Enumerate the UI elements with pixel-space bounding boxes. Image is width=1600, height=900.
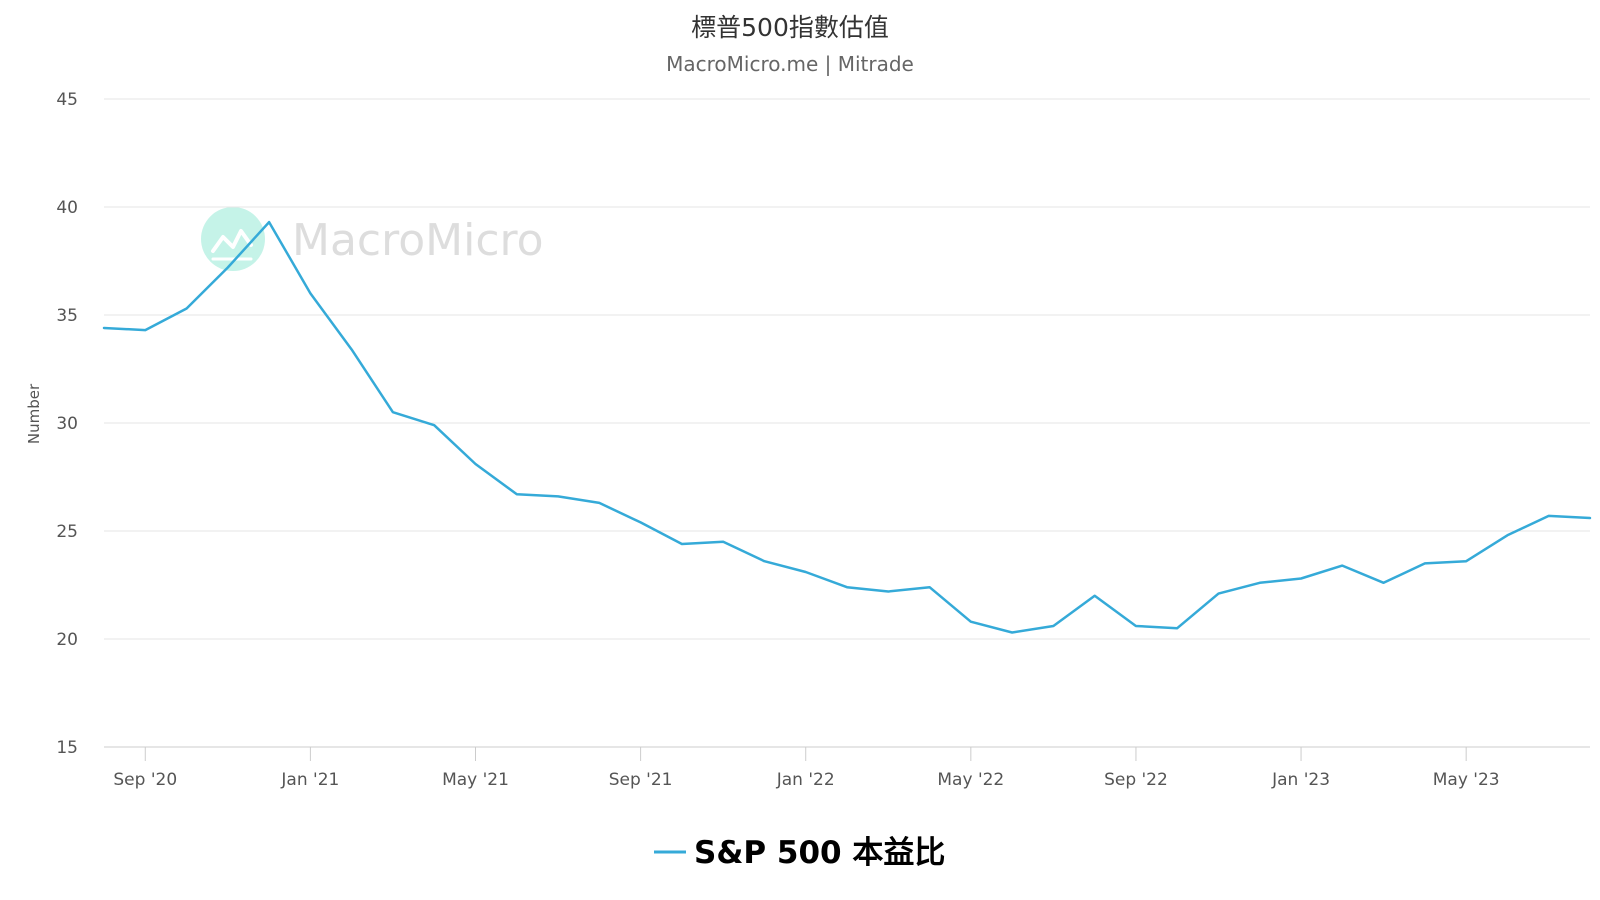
data-point[interactable] [307,290,313,296]
data-point[interactable] [1339,563,1345,569]
data-point[interactable] [1050,623,1056,629]
data-point[interactable] [1133,623,1139,629]
data-point[interactable] [184,306,190,312]
x-tick-label: Sep '20 [113,770,177,790]
data-point[interactable] [1422,560,1428,566]
data-point[interactable] [1174,625,1180,631]
data-point[interactable] [1587,515,1593,521]
x-tick-label: Sep '22 [1104,770,1168,790]
series-line-sp500-pe [102,220,1592,634]
legend-label: S&P 500 本益比 [694,835,945,871]
data-point[interactable] [1504,532,1510,538]
data-point[interactable] [101,325,107,331]
data-point[interactable] [555,493,561,499]
data-point[interactable] [1257,580,1263,586]
chart-subtitle: MacroMicro.me | Mitrade [666,52,914,76]
data-point[interactable] [844,584,850,590]
data-point[interactable] [349,347,355,353]
x-tick-label: May '23 [1433,770,1500,790]
data-point[interactable] [142,327,148,333]
x-tick-label: May '22 [937,770,1004,790]
watermark-text: MacroMicro [292,215,544,266]
data-point[interactable] [514,491,520,497]
data-point[interactable] [679,541,685,547]
data-point[interactable] [1298,576,1304,582]
series-layer [102,220,1592,634]
data-point[interactable] [1092,593,1098,599]
data-point[interactable] [927,584,933,590]
data-point[interactable] [968,619,974,625]
x-tick-label: Jan '21 [280,770,339,790]
data-point[interactable] [638,519,644,525]
data-point[interactable] [266,219,272,225]
x-tick-label: Jan '22 [776,770,835,790]
data-point[interactable] [720,539,726,545]
legend[interactable]: S&P 500 本益比 [654,835,945,871]
data-point[interactable] [473,461,479,467]
data-point[interactable] [803,569,809,575]
watermark: MacroMicro [201,207,544,271]
x-axis: Sep '20 Jan '21 May '21 Sep '21 Jan '22 May '… [104,746,1590,790]
data-point[interactable] [596,500,602,506]
data-point[interactable] [431,422,437,428]
data-point[interactable] [1546,513,1552,519]
macromicro-logo-icon [201,207,265,271]
data-point[interactable] [390,409,396,415]
data-point[interactable] [885,589,891,595]
points-layer [101,219,1593,635]
y-tick-label: 15 [56,738,78,758]
data-point[interactable] [1463,558,1469,564]
y-tick-label: 45 [56,90,78,110]
chart-title: 標普500指數估值 [691,13,889,42]
grid [104,98,1590,640]
data-point[interactable] [1009,630,1015,636]
data-point[interactable] [1216,591,1222,597]
y-tick-label: 20 [56,630,78,650]
y-axis-ticks: 15 20 25 30 35 40 45 [56,90,78,758]
x-tick-label: May '21 [442,770,509,790]
x-tick-label: Jan '23 [1271,770,1330,790]
data-point[interactable] [761,558,767,564]
y-axis-label: Number [25,383,43,444]
x-tick-label: Sep '21 [609,770,673,790]
y-tick-label: 40 [56,198,78,218]
data-point[interactable] [225,265,231,271]
y-tick-label: 30 [56,414,78,434]
data-point[interactable] [1381,580,1387,586]
y-tick-label: 35 [56,306,78,326]
y-tick-label: 25 [56,522,78,542]
